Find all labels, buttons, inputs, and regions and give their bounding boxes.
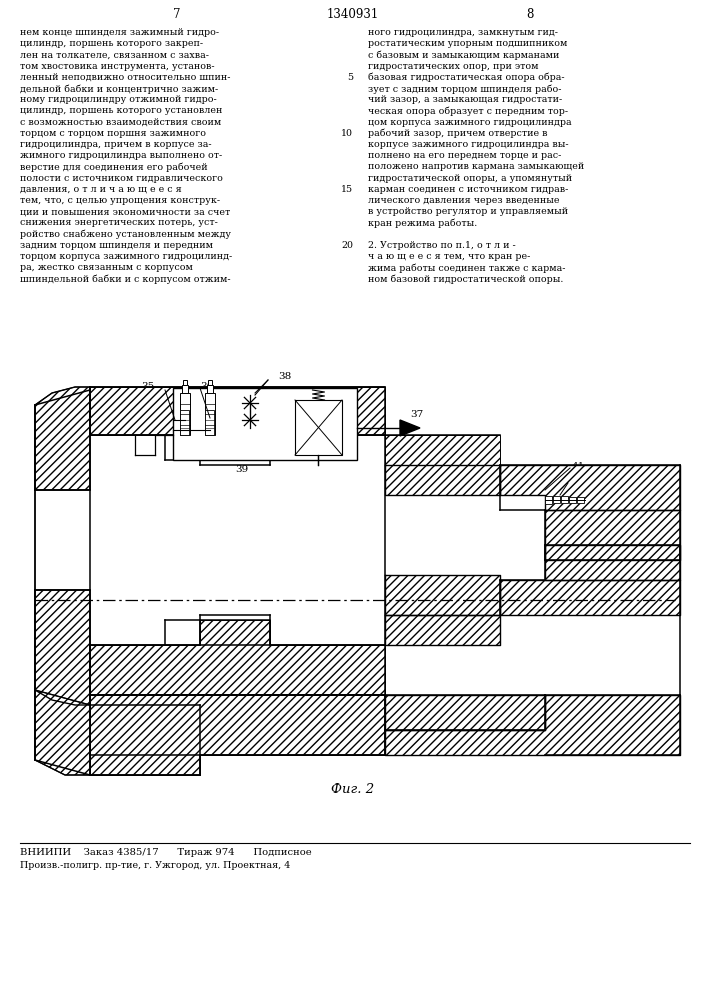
Text: ческая опора образует с передним тор-: ческая опора образует с передним тор- [368, 106, 568, 116]
Bar [569, 497, 576, 503]
Text: полнено на его переднем торце и рас-: полнено на его переднем торце и рас- [368, 151, 561, 160]
Polygon shape [545, 545, 680, 580]
Text: 8: 8 [526, 8, 534, 21]
Text: лен на толкателе, связанном с захва-: лен на толкателе, связанном с захва- [20, 50, 209, 59]
Text: тем, что, с целью упрощения конструк-: тем, что, с целью упрощения конструк- [20, 196, 220, 205]
Text: шпиндельной бабки и с корпусом отжим-: шпиндельной бабки и с корпусом отжим- [20, 274, 230, 284]
Polygon shape [90, 387, 385, 460]
Polygon shape [500, 465, 680, 510]
Text: цом корпуса зажимного гидроцилиндра: цом корпуса зажимного гидроцилиндра [368, 118, 572, 127]
Text: 41: 41 [572, 462, 585, 471]
Text: полости с источником гидравлического: полости с источником гидравлического [20, 174, 223, 183]
Text: 23: 23 [554, 475, 566, 484]
Text: лического давления через введенные: лического давления через введенные [368, 196, 559, 205]
Text: Произв.-полигр. пр-тие, г. Ужгород, ул. Проектная, 4: Произв.-полигр. пр-тие, г. Ужгород, ул. … [20, 861, 291, 870]
Text: торцом с торцом поршня зажимного: торцом с торцом поршня зажимного [20, 129, 206, 138]
Text: ции и повышения экономичности за счет: ции и повышения экономичности за счет [20, 207, 230, 216]
Bar [182, 385, 188, 393]
Polygon shape [385, 465, 500, 495]
Polygon shape [385, 435, 500, 465]
Text: 39: 39 [235, 465, 248, 474]
Text: том хвостовика инструмента, установ-: том хвостовика инструмента, установ- [20, 62, 215, 71]
Polygon shape [385, 695, 680, 755]
Text: 35: 35 [141, 382, 155, 391]
Bar [553, 496, 560, 503]
Bar [180, 393, 190, 435]
Text: с возможностью взаимодействия своим: с возможностью взаимодействия своим [20, 118, 221, 127]
Text: торцом корпуса зажимного гидроцилинд-: торцом корпуса зажимного гидроцилинд- [20, 252, 233, 261]
Text: Фиг. 2: Фиг. 2 [332, 783, 375, 796]
Polygon shape [385, 615, 500, 645]
Text: цилиндр, поршень которого установлен: цилиндр, поршень которого установлен [20, 106, 223, 115]
Text: дельной бабки и концентрично зажим-: дельной бабки и концентрично зажим- [20, 84, 218, 94]
Bar [561, 496, 568, 503]
Bar [206, 410, 214, 435]
Bar [545, 496, 552, 504]
Polygon shape [385, 695, 545, 730]
Text: 40: 40 [345, 428, 358, 437]
Text: ленный неподвижно относительно шпин-: ленный неподвижно относительно шпин- [20, 73, 230, 82]
Bar [577, 497, 584, 503]
Polygon shape [385, 575, 500, 615]
Text: положено напротив кармана замыкающей: положено напротив кармана замыкающей [368, 162, 584, 171]
Text: гидроцилиндра, причем в корпусе за-: гидроцилиндра, причем в корпусе за- [20, 140, 211, 149]
Text: ч а ю щ е е с я тем, что кран ре-: ч а ю щ е е с я тем, что кран ре- [368, 252, 530, 261]
Text: нем конце шпинделя зажимный гидро-: нем конце шпинделя зажимный гидро- [20, 28, 219, 37]
Bar [205, 393, 215, 435]
Text: гидростатических опор, при этом: гидростатических опор, при этом [368, 62, 539, 71]
Text: корпусе зажимного гидроцилиндра вы-: корпусе зажимного гидроцилиндра вы- [368, 140, 568, 149]
Polygon shape [35, 387, 90, 490]
Text: ному гидроцилиндру отжимной гидро-: ному гидроцилиндру отжимной гидро- [20, 95, 217, 104]
FancyBboxPatch shape [173, 388, 357, 460]
Text: зует с задним торцом шпинделя рабо-: зует с задним торцом шпинделя рабо- [368, 84, 561, 94]
Polygon shape [500, 580, 680, 615]
Text: в устройство регулятор и управляемый: в устройство регулятор и управляемый [368, 207, 568, 216]
Polygon shape [35, 690, 90, 775]
Text: 38: 38 [279, 372, 291, 381]
Bar [295, 400, 342, 455]
Text: 2. Устройство по п.1, о т л и -: 2. Устройство по п.1, о т л и - [368, 241, 515, 250]
Text: 37: 37 [410, 410, 423, 419]
Text: 5: 5 [347, 73, 353, 82]
Text: кран режима работы.: кран режима работы. [368, 218, 477, 228]
Text: 15: 15 [341, 185, 353, 194]
Text: ного гидроцилиндра, замкнутым гид-: ного гидроцилиндра, замкнутым гид- [368, 28, 558, 37]
Text: задним торцом шпинделя и передним: задним торцом шпинделя и передним [20, 241, 213, 250]
Bar [207, 385, 213, 393]
Bar [208, 380, 212, 385]
Text: 20: 20 [341, 241, 353, 250]
Polygon shape [400, 420, 420, 436]
Text: рабочий зазор, причем отверстие в: рабочий зазор, причем отверстие в [368, 129, 547, 138]
Text: снижения энергетических потерь, уст-: снижения энергетических потерь, уст- [20, 218, 218, 227]
Polygon shape [545, 510, 680, 560]
Text: давления, о т л и ч а ю щ е е с я: давления, о т л и ч а ю щ е е с я [20, 185, 182, 194]
Text: ном базовой гидростатической опоры.: ном базовой гидростатической опоры. [368, 274, 563, 284]
Text: цилиндр, поршень которого закреп-: цилиндр, поршень которого закреп- [20, 39, 203, 48]
Text: верстие для соединения его рабочей: верстие для соединения его рабочей [20, 162, 208, 172]
Bar [183, 380, 187, 385]
Text: карман соединен с источником гидрав-: карман соединен с источником гидрав- [368, 185, 568, 194]
Text: жимного гидроцилиндра выполнено от-: жимного гидроцилиндра выполнено от- [20, 151, 222, 160]
Bar [180, 410, 189, 435]
Text: 36: 36 [200, 382, 214, 391]
Text: ростатическим упорным подшипником: ростатическим упорным подшипником [368, 39, 568, 48]
Text: жима работы соединен также с карма-: жима работы соединен также с карма- [368, 263, 566, 273]
Text: 1340931: 1340931 [327, 8, 379, 21]
Text: с базовым и замыкающим карманами: с базовым и замыкающим карманами [368, 50, 559, 60]
Polygon shape [35, 590, 90, 705]
Text: ра, жестко связанным с корпусом: ра, жестко связанным с корпусом [20, 263, 193, 272]
Polygon shape [90, 620, 385, 695]
Polygon shape [90, 695, 385, 775]
Text: 10: 10 [341, 129, 353, 138]
Text: ройство снабжено установленным между: ройство снабжено установленным между [20, 230, 231, 239]
Text: 7: 7 [173, 8, 181, 21]
Text: ВНИИПИ    Заказ 4385/17      Тираж 974      Подписное: ВНИИПИ Заказ 4385/17 Тираж 974 Подписное [20, 848, 312, 857]
Text: базовая гидростатическая опора обра-: базовая гидростатическая опора обра- [368, 73, 565, 82]
Text: чий зазор, а замыкающая гидростати-: чий зазор, а замыкающая гидростати- [368, 95, 562, 104]
Text: гидростатической опоры, а упомянутый: гидростатической опоры, а упомянутый [368, 174, 572, 183]
